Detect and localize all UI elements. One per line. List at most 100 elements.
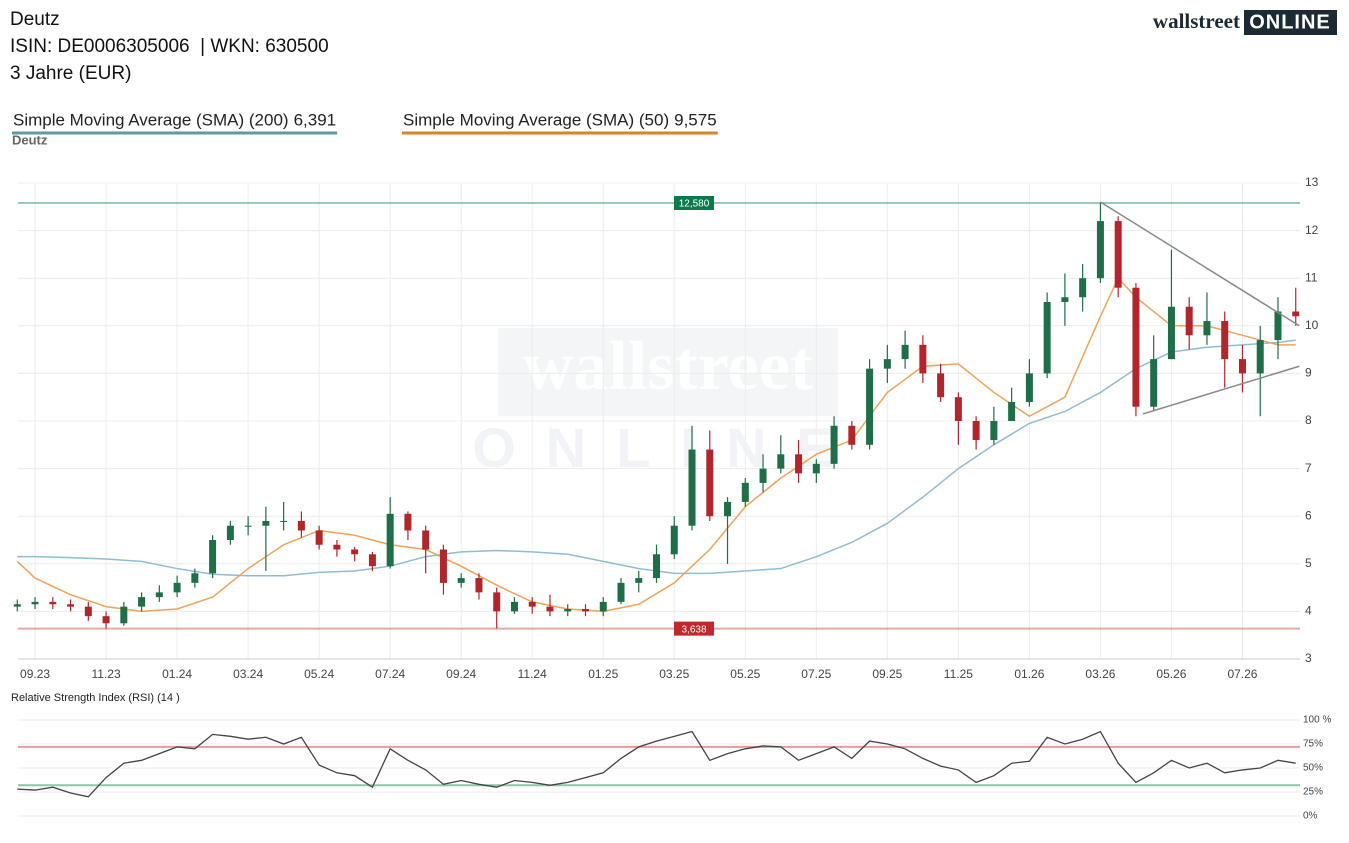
trend-line	[1142, 365, 1300, 415]
candle-body	[1096, 221, 1104, 279]
rsi-line	[17, 730, 1296, 798]
x-tick-label: 11.23	[92, 667, 121, 681]
candle-body	[688, 449, 696, 526]
x-tick-label: 05.25	[730, 667, 760, 681]
candle-body	[759, 468, 767, 483]
x-tick-label: 07.24	[375, 667, 405, 681]
x-tick-label: 03.25	[659, 667, 689, 681]
candle-body	[209, 540, 217, 574]
candle-body	[1025, 373, 1033, 402]
x-tick-label: 09.23	[20, 667, 50, 681]
candle-body	[1221, 321, 1229, 360]
candle-body	[49, 601, 57, 605]
legend-label: Simple Moving Average (SMA) (200)	[13, 110, 289, 129]
candle-body	[368, 554, 376, 567]
y-tick-label: 4	[1305, 604, 1312, 618]
brand-box	[1244, 10, 1337, 35]
candle-body	[173, 582, 181, 593]
candle-body	[990, 421, 998, 441]
x-tick-label: 11.24	[518, 667, 547, 681]
y-tick-label: 0%	[1303, 811, 1318, 822]
y-tick-label: 13	[1305, 175, 1319, 189]
y-tick-label: 75%	[1303, 739, 1323, 750]
candle-body	[439, 549, 447, 583]
candle-body	[262, 520, 270, 526]
candle-body	[1185, 306, 1193, 336]
candle-body	[1292, 311, 1300, 317]
candle-body	[13, 604, 21, 607]
candle-body	[1008, 401, 1016, 421]
candle-body	[954, 397, 962, 421]
candle-body	[493, 592, 501, 612]
instrument-label: Deutz	[12, 132, 48, 147]
x-tick-label: 01.25	[588, 667, 618, 681]
x-tick-label: 07.25	[801, 667, 831, 681]
candle-body	[386, 513, 394, 567]
candle-body	[1132, 287, 1140, 407]
candle-body	[191, 573, 199, 583]
x-tick-label: 11.25	[944, 667, 973, 681]
candle-body	[1043, 302, 1051, 374]
candle-body	[1150, 359, 1158, 407]
watermark: ONLINE	[472, 416, 864, 479]
y-tick-label: 12	[1305, 223, 1319, 237]
candle-body	[404, 513, 412, 531]
reference-label: 3,638	[681, 624, 706, 635]
candle-body	[1203, 321, 1211, 336]
watermark: wallstreet	[523, 328, 813, 405]
candle-body	[1114, 221, 1122, 288]
y-tick-label: 50%	[1303, 763, 1323, 774]
x-tick-label: 09.24	[446, 667, 476, 681]
candle-body	[866, 368, 874, 445]
candle-body	[617, 582, 625, 602]
legend-value: 9,575	[674, 110, 717, 129]
candle-body	[1274, 311, 1282, 341]
candle-body	[546, 606, 554, 612]
candle-body	[333, 544, 341, 550]
sma-line	[16, 276, 1296, 613]
y-tick-label: 11	[1305, 270, 1318, 284]
y-tick-label: 6	[1305, 508, 1312, 522]
candle-body	[670, 525, 678, 555]
candle-body	[706, 449, 714, 517]
candle-body	[901, 344, 909, 360]
candle-body	[244, 525, 252, 527]
candle-body	[1079, 278, 1087, 298]
y-tick-label: 5	[1305, 556, 1312, 570]
candle-body	[581, 609, 589, 612]
candle-body	[120, 606, 128, 624]
candle-body	[635, 578, 643, 583]
x-tick-label: 01.24	[162, 667, 192, 681]
legend-value: 6,391	[294, 110, 337, 129]
candle-body	[226, 525, 234, 540]
candle-body	[812, 463, 820, 474]
candle-body	[830, 425, 838, 464]
y-tick-label: 7	[1305, 461, 1312, 475]
trend-line	[1100, 201, 1300, 327]
y-tick-label: 8	[1305, 413, 1312, 427]
candle-body	[741, 482, 749, 502]
x-tick-label: 01.26	[1014, 667, 1044, 681]
candle-body	[138, 597, 146, 607]
candle-body	[564, 609, 572, 612]
watermark-box	[498, 328, 838, 416]
y-tick-label: 9	[1305, 366, 1312, 380]
subtitle: ISIN: DE0006305006 | WKN: 630500	[10, 36, 329, 57]
candle-body	[848, 425, 856, 445]
y-tick-label: 3	[1305, 651, 1312, 665]
candle-body	[795, 454, 803, 474]
candle-body	[1061, 297, 1069, 302]
candle-body	[155, 592, 163, 598]
title: Deutz	[10, 9, 60, 30]
candle-body	[457, 578, 465, 583]
candle-body	[84, 606, 92, 617]
candle-body	[599, 601, 607, 612]
rsi-title: Relative Strength Index (RSI) (14 )	[11, 692, 180, 704]
candle-body	[297, 520, 305, 531]
brand-logo: wallstreet	[1153, 9, 1240, 33]
candle-body	[510, 601, 518, 612]
brand-logo: ONLINE	[1249, 11, 1331, 33]
candle-body	[102, 616, 110, 624]
